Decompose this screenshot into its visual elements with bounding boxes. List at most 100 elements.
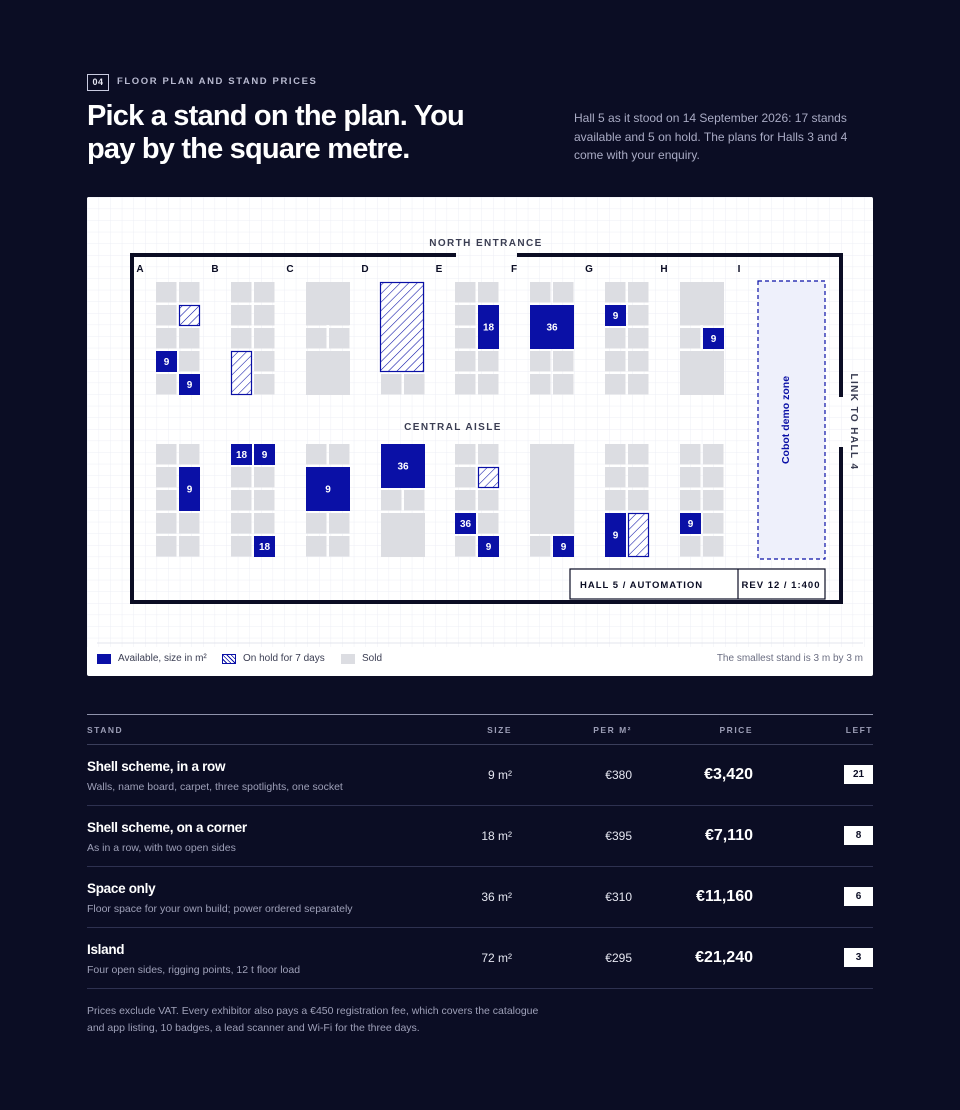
- sold-stand: [605, 351, 626, 372]
- available-stand: [179, 467, 200, 511]
- stand-size: 9 m²: [488, 768, 512, 782]
- stand-size-label: 9: [325, 485, 331, 496]
- sold-stand: [231, 513, 252, 534]
- stand-price: €7,110: [704, 827, 753, 844]
- sold-stand: [680, 467, 701, 488]
- sold-stand: [156, 513, 177, 534]
- table-row: Island Four open sides, rigging points, …: [87, 928, 873, 989]
- sold-stand: [404, 490, 425, 511]
- on-hold-stand: [379, 281, 425, 373]
- sold-stand: [381, 490, 402, 511]
- column-header-size: SIZE: [487, 725, 512, 735]
- stand-size-label: 9: [561, 542, 567, 553]
- on-hold-stand: [230, 350, 253, 396]
- sold-stand: [703, 467, 724, 488]
- column-header-per-m2: PER M²: [593, 725, 632, 735]
- column-header-price: PRICE: [719, 725, 753, 735]
- stands-left-badge: 6: [844, 887, 873, 906]
- table-row: Shell scheme, on a corner As in a row, w…: [87, 806, 873, 867]
- sold-stand: [553, 351, 574, 372]
- row-divider: [87, 927, 873, 928]
- sold-stand: [605, 467, 626, 488]
- sold-stand: [231, 536, 252, 557]
- sold-stand: [254, 328, 275, 349]
- row-divider: [87, 866, 873, 867]
- column-letter-label: E: [436, 264, 443, 275]
- stand-size-label: 9: [711, 334, 717, 345]
- sold-stand: [605, 374, 626, 395]
- stand-size-label: 9: [613, 311, 619, 322]
- page-title: Pick a stand on the plan. You pay by the…: [87, 100, 465, 165]
- sold-stand: [156, 328, 177, 349]
- sold-stand: [156, 282, 177, 303]
- sold-stand: [703, 444, 724, 465]
- stand-price: €3,420: [704, 766, 753, 783]
- sold-stand: [605, 328, 626, 349]
- hall-label: HALL 5 / AUTOMATION: [580, 580, 703, 591]
- sold-stand: [680, 490, 701, 511]
- column-letter-label: D: [361, 264, 368, 275]
- title-block: [569, 568, 826, 600]
- stand-size-label: 36: [397, 462, 409, 473]
- sold-stand: [329, 513, 350, 534]
- sold-stand: [478, 351, 499, 372]
- central-aisle-label: CENTRAL AISLE: [404, 422, 502, 433]
- stand-size: 18 m²: [481, 829, 512, 843]
- section-eyebrow: FLOOR PLAN AND STAND PRICES: [117, 76, 318, 87]
- on-hold-stand: [477, 466, 500, 489]
- stand-description: Floor space for your own build; power or…: [87, 903, 353, 915]
- sold-stand: [306, 444, 327, 465]
- stand-description: As in a row, with two open sides: [87, 842, 236, 854]
- stand-name: Shell scheme, in a row: [87, 759, 226, 774]
- sold-stand: [680, 282, 724, 325]
- available-stand: [553, 536, 574, 557]
- sold-stand: [231, 328, 252, 349]
- column-letter-label: A: [136, 264, 143, 275]
- stand-size-label: 9: [688, 519, 694, 530]
- legend-available-swatch: [97, 653, 111, 664]
- stand-price-per-m2: €295: [605, 951, 632, 965]
- sold-stand: [478, 444, 499, 465]
- row-divider: [87, 988, 873, 989]
- available-stand: [605, 513, 626, 557]
- sold-stand: [478, 282, 499, 303]
- sold-stand: [628, 374, 649, 395]
- sold-stand: [404, 374, 425, 395]
- sold-stand: [231, 305, 252, 326]
- legend-sold: Sold: [341, 653, 382, 664]
- row-divider: [87, 805, 873, 806]
- sold-stand: [254, 305, 275, 326]
- plan-legend: Available, size in m² On hold for 7 days…: [97, 653, 863, 667]
- legend-sold-swatch: [341, 653, 355, 664]
- table-header-rule: [87, 744, 873, 745]
- sold-stand: [530, 536, 551, 557]
- sold-stand: [553, 282, 574, 303]
- sold-stand: [231, 282, 252, 303]
- stand-price-per-m2: €380: [605, 768, 632, 782]
- sold-stand: [156, 536, 177, 557]
- sold-stand: [628, 490, 649, 511]
- stand-size-label: 9: [262, 450, 268, 461]
- sold-stand: [455, 467, 476, 488]
- stand-size-label: 18: [236, 450, 248, 461]
- stand-size-label: 9: [613, 531, 619, 542]
- sold-stand: [306, 536, 327, 557]
- legend-available-label: Available, size in m²: [118, 653, 207, 664]
- stand-size-label: 18: [483, 323, 495, 334]
- legend-hold-swatch: [222, 653, 236, 664]
- sold-stand: [628, 282, 649, 303]
- sold-stand: [329, 328, 350, 349]
- sold-stand: [478, 490, 499, 511]
- demo-zone: [757, 280, 826, 560]
- sold-stand: [254, 490, 275, 511]
- available-stand: [478, 536, 499, 557]
- sold-stand: [703, 513, 724, 534]
- sold-stand: [381, 374, 402, 395]
- sold-stand: [156, 467, 177, 488]
- sold-stand: [231, 490, 252, 511]
- stand-price: €11,160: [696, 888, 753, 905]
- available-stand: [455, 513, 476, 534]
- sold-stand: [179, 282, 200, 303]
- sold-stand: [254, 282, 275, 303]
- sold-stand: [381, 513, 425, 557]
